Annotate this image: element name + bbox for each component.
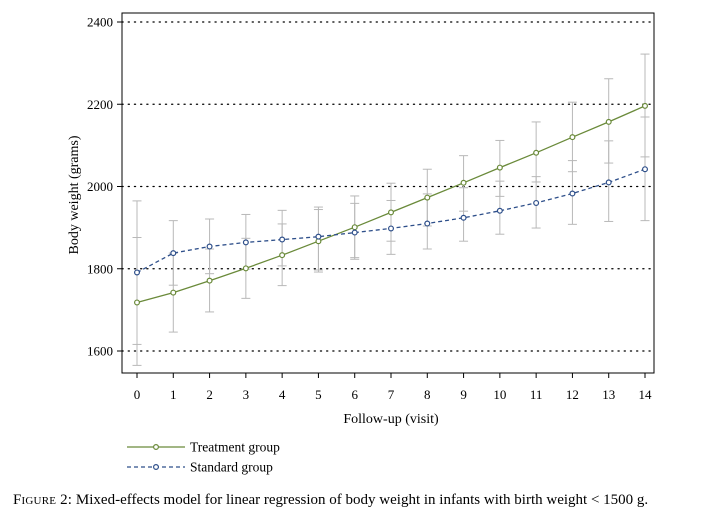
x-tick-label: 0 bbox=[134, 387, 141, 402]
data-point-standard-group bbox=[605, 179, 612, 186]
y-tick-label: 2200 bbox=[87, 97, 113, 112]
y-tick-label: 2400 bbox=[87, 15, 113, 30]
data-point-treatment-group bbox=[170, 289, 177, 296]
x-axis-label: Follow-up (visit) bbox=[343, 412, 439, 427]
data-point-standard-group bbox=[569, 190, 576, 197]
data-point-treatment-group bbox=[605, 118, 612, 125]
data-point-treatment-group bbox=[641, 102, 648, 109]
y-axis-label: Body weight (grams) bbox=[67, 135, 82, 254]
gridlines bbox=[121, 21, 655, 352]
y-tick-label: 2000 bbox=[87, 179, 113, 194]
x-tick-label: 14 bbox=[639, 387, 653, 402]
y-tick-label: 1600 bbox=[87, 344, 113, 359]
x-tick-label: 13 bbox=[602, 387, 615, 402]
plot-area-frame bbox=[121, 12, 655, 374]
data-point-treatment-group bbox=[242, 265, 249, 272]
x-tick-label: 8 bbox=[424, 387, 431, 402]
caption-label: Figure 2: bbox=[13, 492, 73, 508]
data-point-standard-group bbox=[496, 207, 503, 214]
data-point-standard-group bbox=[641, 166, 648, 173]
x-tick-label: 3 bbox=[243, 387, 250, 402]
x-tick-label: 5 bbox=[315, 387, 322, 402]
legend-label: Standard group bbox=[190, 460, 273, 475]
data-point-standard-group bbox=[460, 214, 467, 221]
data-point-standard-group bbox=[424, 220, 431, 227]
legend-marker bbox=[153, 464, 160, 471]
data-point-treatment-group bbox=[279, 252, 286, 259]
data-point-treatment-group bbox=[388, 209, 395, 216]
data-point-treatment-group bbox=[569, 134, 576, 141]
data-point-standard-group bbox=[351, 229, 358, 236]
y-axis: 1600 1800 2000 2200 2400 bbox=[87, 15, 122, 359]
x-tick-label: 9 bbox=[460, 387, 467, 402]
data-point-treatment-group bbox=[460, 179, 467, 186]
x-tick-label: 7 bbox=[388, 387, 395, 402]
data-point-standard-group bbox=[134, 269, 141, 276]
data-point-treatment-group bbox=[496, 164, 503, 171]
x-tick-label: 2 bbox=[206, 387, 213, 402]
data-point-standard-group bbox=[206, 243, 213, 250]
data-point-treatment-group bbox=[351, 224, 358, 231]
x-tick-label: 12 bbox=[566, 387, 579, 402]
x-tick-label: 4 bbox=[279, 387, 286, 402]
x-tick-label: 1 bbox=[170, 387, 177, 402]
data-point-treatment-group bbox=[134, 299, 141, 306]
data-point-standard-group bbox=[242, 239, 249, 246]
legend-marker bbox=[153, 444, 160, 451]
data-point-treatment-group bbox=[424, 194, 431, 201]
data-points bbox=[134, 102, 648, 306]
x-tick-label: 11 bbox=[530, 387, 543, 402]
data-point-standard-group bbox=[388, 225, 395, 232]
data-point-standard-group bbox=[315, 233, 322, 240]
y-tick-label: 1800 bbox=[87, 261, 113, 276]
data-point-treatment-group bbox=[206, 277, 213, 284]
legend: Treatment group Standard group bbox=[127, 440, 280, 475]
data-point-treatment-group bbox=[533, 149, 540, 156]
data-point-standard-group bbox=[170, 250, 177, 257]
x-tick-label: 10 bbox=[493, 387, 506, 402]
figure-caption: Figure 2: Mixed-effects model for linear… bbox=[13, 492, 713, 509]
data-point-standard-group bbox=[533, 199, 540, 206]
data-point-standard-group bbox=[279, 236, 286, 243]
x-axis: 0 1 2 3 4 5 6 7 8 9 10 11 12 13 14 bbox=[134, 373, 652, 402]
legend-label: Treatment group bbox=[190, 440, 280, 455]
caption-text: Mixed-effects model for linear regressio… bbox=[72, 492, 649, 508]
x-tick-label: 6 bbox=[351, 387, 358, 402]
